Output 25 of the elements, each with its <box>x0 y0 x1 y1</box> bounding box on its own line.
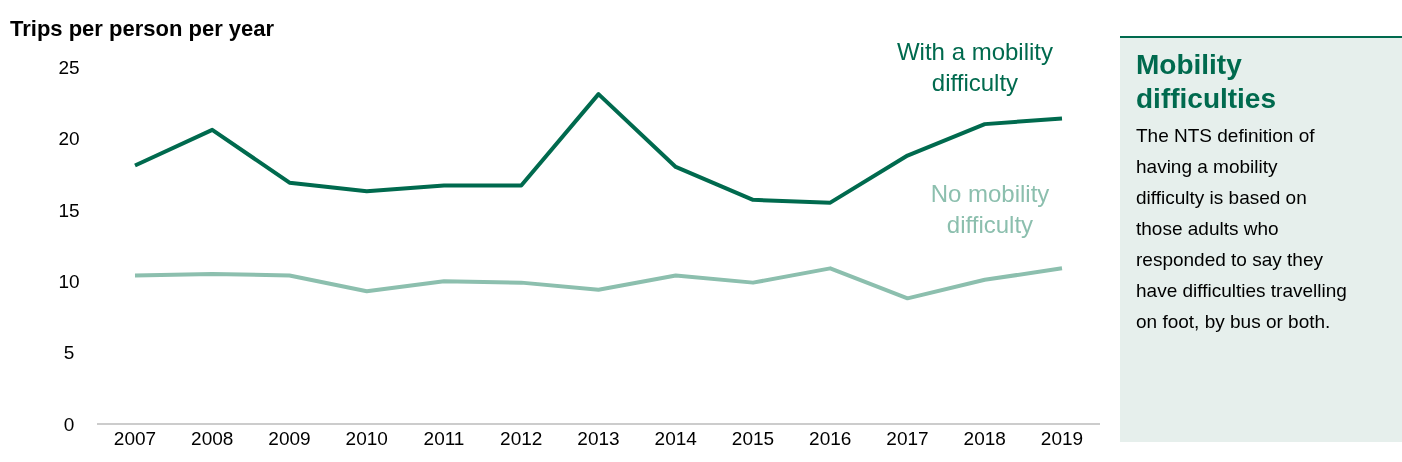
y-tick-label: 5 <box>63 342 75 364</box>
x-tick-label: 2015 <box>731 428 775 450</box>
x-tick-label: 2010 <box>345 428 388 450</box>
x-tick-label: 2012 <box>500 428 543 450</box>
x-tick-label: 2013 <box>577 428 620 450</box>
x-tick-label: 2017 <box>886 428 929 450</box>
series-label: With a mobility difficulty <box>895 37 1054 98</box>
x-tick-label: 2018 <box>963 428 1006 450</box>
line-series <box>133 266 1064 301</box>
x-tick-label: 2016 <box>809 428 852 450</box>
text: The NTS definition of having a mobility difficulty is based on those adults who responded to say they have difficulties travelling on foot, by bus or both. <box>1136 124 1348 334</box>
text: Mobility difficulties <box>1136 48 1277 116</box>
series-label: No mobility difficulty <box>929 179 1051 240</box>
y-tick-label: 20 <box>58 128 80 150</box>
x-tick-label: 2007 <box>113 428 157 450</box>
x-tick-label: 2011 <box>423 428 465 450</box>
y-tick-label: 0 <box>63 413 75 435</box>
x-tick-label: 2014 <box>654 428 698 450</box>
y-tick-label: 25 <box>58 56 80 78</box>
y-axis-title: Trips per person per year <box>10 16 275 42</box>
y-tick-label: 15 <box>58 199 80 221</box>
x-tick-label: 2009 <box>268 428 311 450</box>
x-tick-label: 2008 <box>191 428 234 450</box>
x-tick-label: 2019 <box>1040 428 1084 450</box>
y-tick-label: 10 <box>58 270 80 292</box>
